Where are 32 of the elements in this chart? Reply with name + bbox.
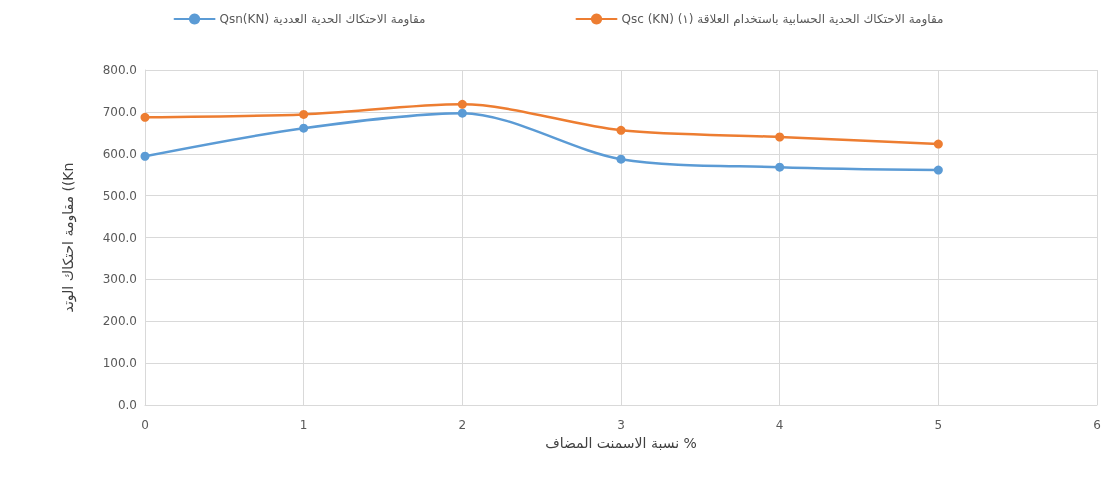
y-tick-label: 800.0 bbox=[102, 63, 137, 77]
point bbox=[616, 154, 626, 164]
point bbox=[775, 162, 785, 172]
point bbox=[457, 99, 467, 109]
point bbox=[933, 165, 943, 175]
point bbox=[775, 132, 785, 142]
point bbox=[140, 151, 150, 161]
legend-label: Qsn(KN) مقاومة الاحتكاك الحدية العددية bbox=[219, 12, 426, 27]
x-tick-label: 5 bbox=[934, 418, 943, 432]
legend-label: Qsc (KN) (١) مقاومة الاحتكاك الحدية الحسابية باستخدام العلاقة bbox=[621, 12, 944, 27]
point bbox=[299, 123, 309, 133]
x-tick-label: 3 bbox=[617, 418, 625, 432]
y-tick-label: 300.0 bbox=[102, 272, 137, 287]
x-tick-label: 2 bbox=[458, 418, 467, 432]
y-tick-label: 500.0 bbox=[102, 188, 137, 203]
y-tick-label: 200.0 bbox=[102, 314, 137, 329]
x-tick-label: 0 bbox=[141, 418, 149, 432]
x-tick-label: 6 bbox=[1093, 418, 1101, 432]
point bbox=[457, 108, 467, 118]
y-tick-label: 100.0 bbox=[102, 356, 137, 371]
y-tick-label: 700.0 bbox=[102, 104, 137, 119]
x-tick-label: 1 bbox=[299, 418, 308, 432]
y-tick-label: 600.0 bbox=[102, 146, 137, 161]
point bbox=[616, 125, 626, 135]
y-tick-label: 0.0 bbox=[117, 398, 137, 412]
point bbox=[299, 109, 309, 119]
y-axis-title: مقاومة احتكاك الوتد ((Kn bbox=[60, 162, 77, 313]
point bbox=[933, 139, 943, 149]
x-tick-label: 4 bbox=[775, 418, 784, 432]
x-axis-title: نسبة الاسمنت المضاف % bbox=[545, 434, 697, 451]
y-tick-label: 400.0 bbox=[102, 230, 137, 245]
point bbox=[140, 112, 150, 122]
